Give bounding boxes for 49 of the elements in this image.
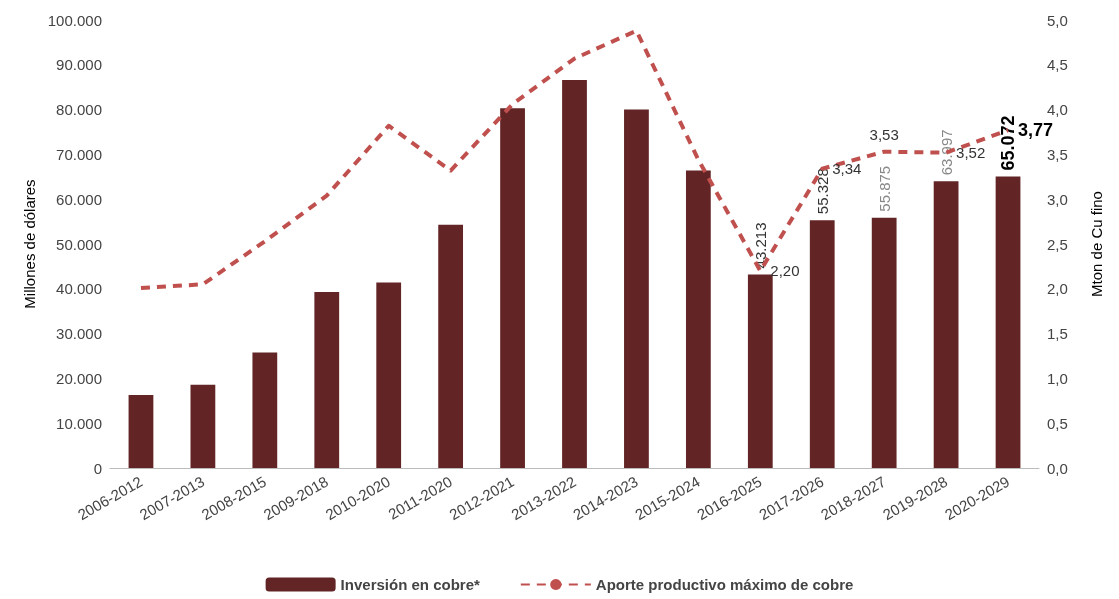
- data-label: 2,20: [770, 262, 800, 280]
- data-label: 55.328: [813, 168, 831, 215]
- data-label: 55.875: [875, 165, 893, 212]
- bar: [376, 282, 402, 468]
- y2-tick-label: 0,5: [1047, 414, 1068, 432]
- data-label: 3,77: [1018, 120, 1054, 141]
- y-axis-title: Millones de dólares: [20, 179, 38, 309]
- bar: [314, 291, 340, 468]
- y-tick-label: 30.000: [56, 325, 102, 343]
- bar: [685, 170, 711, 468]
- y2-tick-label: 2,5: [1047, 235, 1068, 253]
- bar: [995, 176, 1021, 468]
- bar: [500, 108, 525, 468]
- bar: [933, 181, 959, 468]
- y-tick-label: 10.000: [56, 414, 102, 432]
- bar: [747, 274, 773, 468]
- data-label: 65.072: [998, 115, 1019, 171]
- y-tick-label: 60.000: [56, 190, 102, 208]
- y-tick-label: 90.000: [56, 56, 102, 74]
- bar: [190, 384, 216, 468]
- y2-tick-label: 3,5: [1047, 145, 1068, 163]
- bar: [252, 352, 278, 468]
- data-label: 3,53: [869, 125, 899, 143]
- y-tick-label: 100.000: [47, 11, 102, 29]
- bar: [809, 220, 835, 468]
- data-label: 3,34: [832, 160, 862, 178]
- y2-tick-label: 4,0: [1047, 101, 1068, 119]
- y2-tick-label: 4,5: [1047, 56, 1068, 74]
- y-tick-label: 40.000: [56, 280, 102, 298]
- y2-tick-label: 3,0: [1047, 190, 1068, 208]
- y2-tick-label: 5,0: [1047, 11, 1068, 29]
- bar: [624, 109, 649, 468]
- legend-label: Aporte productivo máximo de cobre: [595, 576, 854, 593]
- y-tick-label: 0: [93, 459, 102, 477]
- y-tick-label: 20.000: [56, 369, 102, 387]
- bar: [562, 80, 587, 468]
- y-tick-label: 80.000: [56, 101, 102, 119]
- y-tick-label: 50.000: [56, 235, 102, 253]
- y2-axis-title: Mton de Cu fino: [1088, 191, 1105, 297]
- y-tick-label: 70.000: [56, 145, 102, 163]
- legend-label: Inversión en cobre*: [340, 576, 480, 593]
- bar: [438, 224, 464, 468]
- data-label: 3,52: [956, 144, 986, 162]
- y2-tick-label: 1,0: [1047, 369, 1068, 387]
- y2-tick-label: 2,0: [1047, 280, 1068, 298]
- y2-tick-label: 0,0: [1047, 459, 1068, 477]
- y2-tick-label: 1,5: [1047, 325, 1068, 343]
- bar: [871, 217, 897, 468]
- bar: [128, 394, 154, 468]
